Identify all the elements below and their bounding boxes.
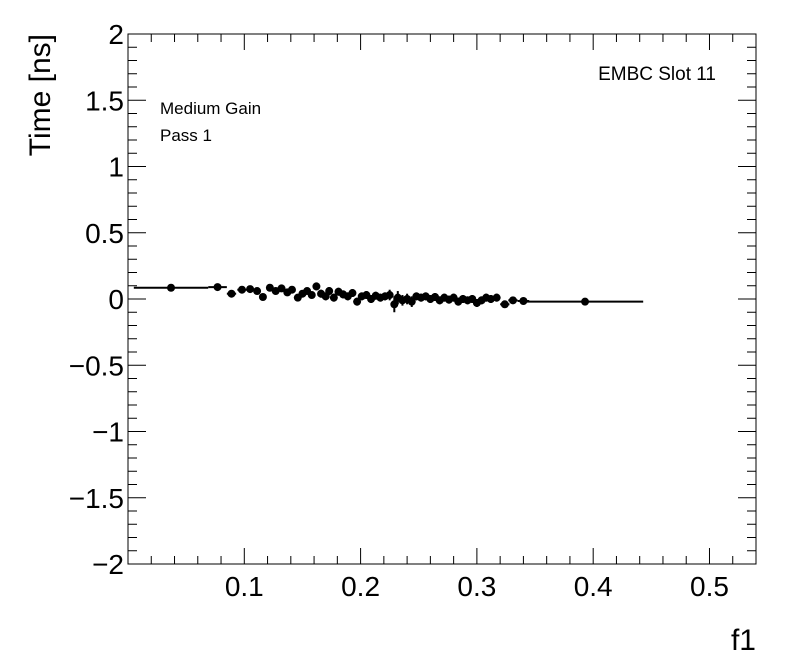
data-point [348, 289, 357, 298]
data-marker [385, 291, 394, 300]
data-point [307, 291, 316, 300]
data-point [353, 297, 362, 306]
data-point [325, 287, 334, 296]
data-marker [353, 297, 362, 306]
x-tick-label: 0.5 [690, 571, 729, 602]
data-point [208, 283, 227, 292]
y-axis-title: Time [ns] [24, 34, 57, 156]
data-marker [329, 293, 338, 302]
annotation-gain: Medium Gain [160, 99, 261, 118]
data-marker [265, 283, 274, 292]
x-tick-label: 0.2 [341, 571, 380, 602]
data-point [246, 285, 255, 294]
data-marker [213, 283, 222, 292]
data-point [258, 293, 267, 302]
data-point [287, 285, 296, 294]
data-point [385, 289, 394, 301]
data-point [517, 296, 530, 305]
data-marker [407, 297, 416, 306]
data-marker [246, 285, 255, 294]
data-point [133, 283, 209, 292]
x-tick-label: 0.1 [225, 571, 264, 602]
data-marker [253, 287, 262, 296]
data-point [277, 284, 286, 293]
axis-tick-labels: 0.1 0.2 0.3 0.4 0.5 −2 −1.5 −1 −0.5 0 0.5 1 1.5 2 [69, 19, 729, 602]
data-marker [227, 289, 236, 298]
x-tick-label: 0.4 [574, 571, 613, 602]
y-tick-label: 0 [108, 284, 124, 315]
data-point [526, 297, 644, 306]
data-marker [312, 282, 321, 291]
data-marker [277, 284, 286, 293]
data-marker [508, 296, 517, 305]
data-point [407, 296, 416, 307]
data-marker [492, 293, 501, 302]
data-points [133, 282, 644, 313]
data-marker [519, 296, 528, 305]
y-tick-label: −1.5 [69, 483, 124, 514]
data-point [237, 285, 247, 294]
data-point [226, 289, 237, 298]
data-marker [307, 291, 316, 300]
data-point [329, 293, 338, 302]
data-marker [348, 289, 357, 298]
data-marker [287, 285, 296, 294]
y-tick-label: −0.5 [69, 350, 124, 381]
y-tick-label: −2 [92, 549, 124, 580]
data-point [500, 300, 510, 309]
x-axis-title: f1 [731, 624, 756, 657]
data-marker [390, 300, 399, 309]
data-point [492, 293, 501, 302]
data-marker [581, 297, 590, 306]
y-tick-label: −1 [92, 417, 124, 448]
data-point [253, 287, 262, 296]
data-point [265, 283, 274, 292]
y-tick-label: 1.5 [85, 85, 124, 116]
data-marker [258, 293, 267, 302]
annotation-pass: Pass 1 [160, 126, 212, 145]
data-point [312, 282, 321, 291]
data-marker [325, 287, 334, 296]
x-tick-label: 0.3 [457, 571, 496, 602]
data-marker [167, 283, 176, 292]
axis-ticks [128, 34, 756, 564]
data-point [472, 298, 481, 307]
annotation-slot: EMBC Slot 11 [598, 64, 716, 85]
data-point [508, 296, 518, 305]
data-marker [500, 300, 509, 309]
y-tick-label: 1 [108, 152, 124, 183]
y-tick-label: 0.5 [85, 218, 124, 249]
y-tick-label: 2 [108, 19, 124, 50]
data-marker [237, 285, 246, 294]
